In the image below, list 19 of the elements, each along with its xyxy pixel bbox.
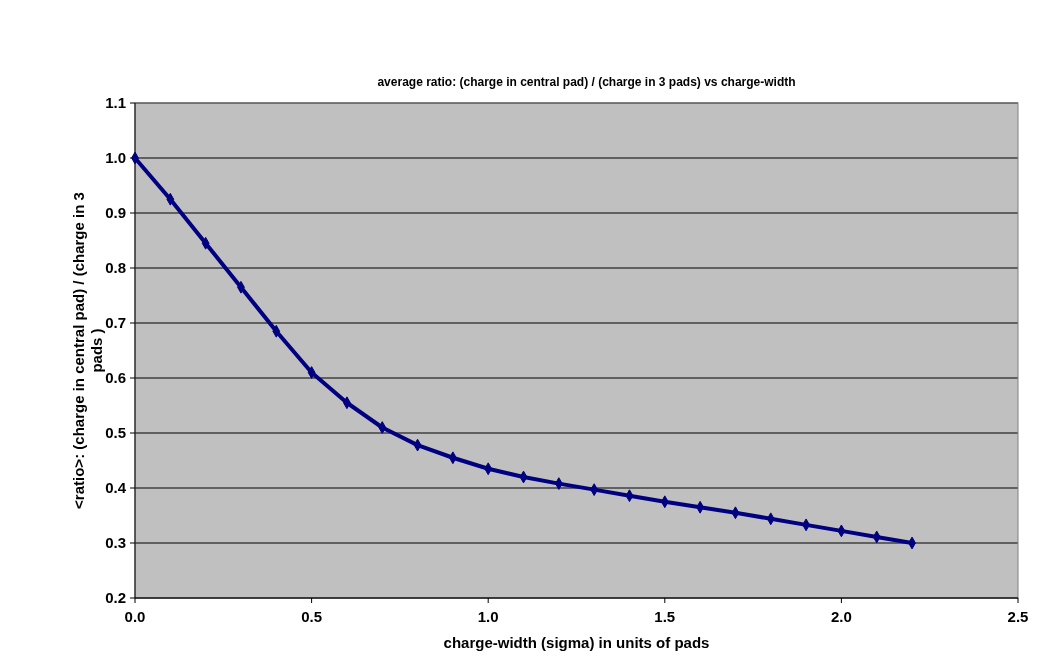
y-tick-label: 0.7 — [105, 314, 126, 332]
y-axis-title: <ratio>: (charge in central pad) / (charge in 3 pads ) — [70, 192, 105, 509]
y-tick-label: 0.4 — [105, 479, 127, 497]
y-tick-label: 1.0 — [105, 149, 126, 167]
y-tick-label: 0.3 — [105, 534, 126, 552]
x-tick-label: 0.0 — [124, 608, 146, 625]
x-tick-label: 1.5 — [654, 608, 676, 625]
x-tick-label: 2.5 — [1007, 608, 1029, 625]
x-axis-title: charge-width (sigma) in units of pads — [443, 634, 710, 651]
y-tick-label: 0.2 — [105, 589, 126, 607]
y-tick-label: 1.1 — [105, 94, 126, 112]
x-tick-label: 0.5 — [301, 608, 323, 625]
y-tick-label: 0.9 — [105, 204, 126, 222]
y-tick-label: 0.8 — [105, 259, 126, 277]
x-tick-label: 2.0 — [830, 608, 852, 625]
y-tick-label: 0.6 — [105, 369, 126, 387]
chart-title: average ratio: (charge in central pad) / (charge in 3 pads) vs charge-width — [377, 75, 796, 89]
x-tick-label: 1.0 — [477, 608, 499, 625]
y-tick-label: 0.5 — [105, 424, 126, 442]
